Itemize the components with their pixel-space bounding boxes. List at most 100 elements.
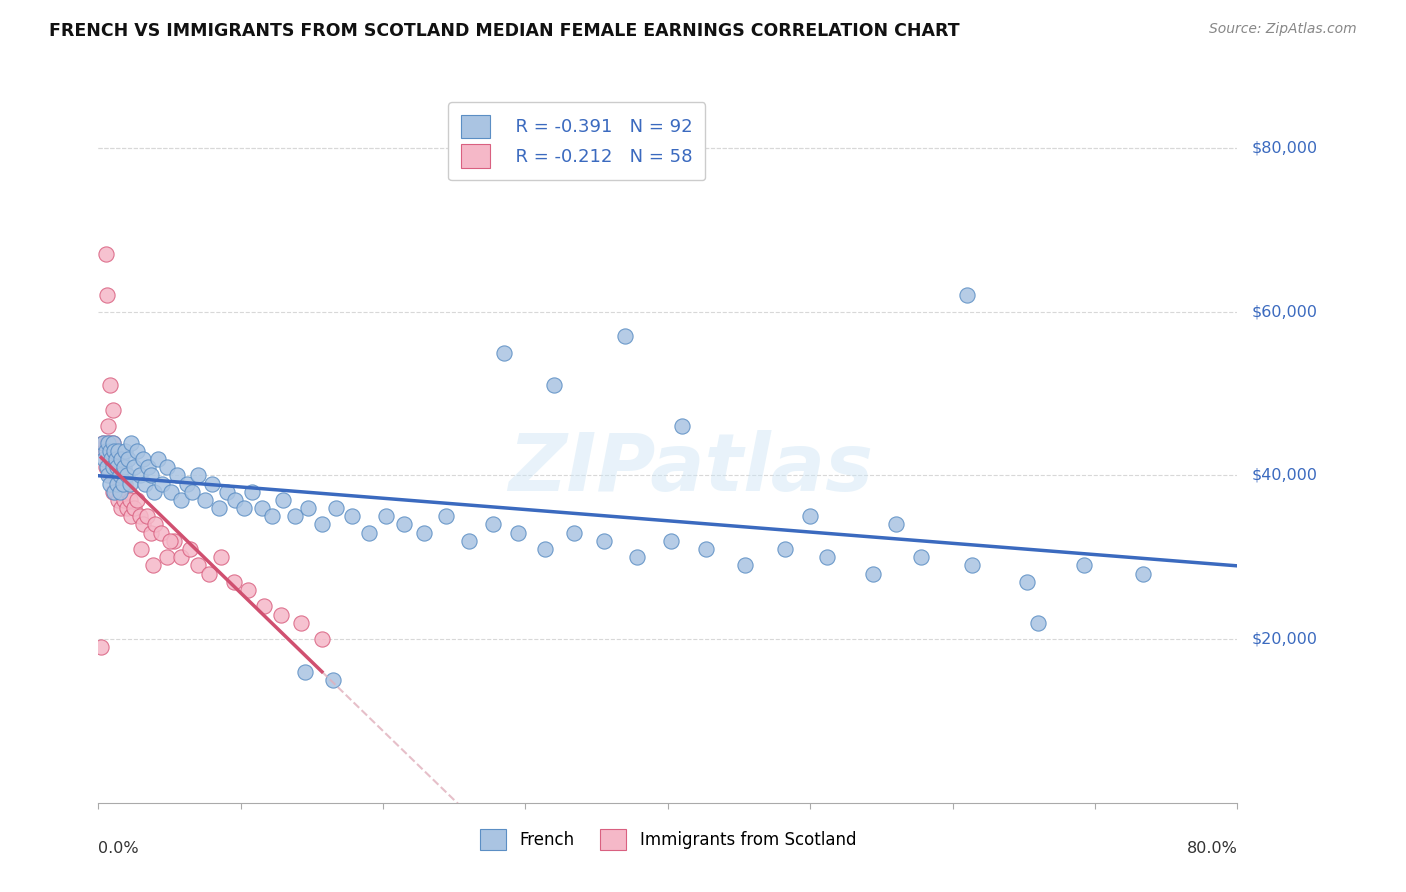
- Point: [97, 452, 120, 467]
- Text: ZIPatlas: ZIPatlas: [508, 430, 873, 508]
- Point: [96, 460, 118, 475]
- Point: [626, 550, 648, 565]
- Point: [100, 452, 122, 467]
- Point: [91, 435, 114, 450]
- Text: $60,000: $60,000: [1251, 304, 1317, 319]
- Point: [100, 452, 122, 467]
- Point: [110, 501, 132, 516]
- Point: [105, 468, 128, 483]
- Point: [956, 288, 979, 302]
- Point: [98, 476, 121, 491]
- Point: [128, 468, 150, 483]
- Point: [111, 484, 134, 499]
- Point: [93, 443, 115, 458]
- Point: [508, 525, 530, 540]
- Point: [114, 443, 136, 458]
- Text: 80.0%: 80.0%: [1187, 841, 1237, 856]
- Point: [111, 476, 134, 491]
- Point: [125, 492, 148, 507]
- Point: [375, 509, 398, 524]
- Point: [104, 484, 127, 499]
- Point: [208, 501, 231, 516]
- Point: [156, 460, 179, 475]
- Point: [93, 452, 115, 467]
- Point: [98, 443, 121, 458]
- Point: [250, 501, 273, 516]
- Point: [198, 566, 221, 581]
- Point: [107, 492, 129, 507]
- Point: [671, 419, 693, 434]
- Point: [114, 476, 136, 491]
- Point: [194, 492, 217, 507]
- Point: [104, 452, 127, 467]
- Point: [152, 476, 174, 491]
- Point: [884, 517, 907, 532]
- Point: [273, 492, 295, 507]
- Point: [224, 492, 246, 507]
- Point: [262, 509, 284, 524]
- Point: [97, 419, 120, 434]
- Point: [118, 476, 141, 491]
- Text: FRENCH VS IMMIGRANTS FROM SCOTLAND MEDIAN FEMALE EARNINGS CORRELATION CHART: FRENCH VS IMMIGRANTS FROM SCOTLAND MEDIA…: [49, 22, 960, 40]
- Point: [815, 550, 838, 565]
- Point: [135, 509, 157, 524]
- Point: [862, 566, 884, 581]
- Point: [614, 329, 637, 343]
- Point: [181, 484, 204, 499]
- Point: [340, 509, 363, 524]
- Point: [108, 460, 131, 475]
- Point: [110, 452, 132, 467]
- Point: [170, 550, 193, 565]
- Point: [543, 378, 565, 392]
- Point: [962, 558, 984, 573]
- Text: 0.0%: 0.0%: [98, 841, 139, 856]
- Point: [117, 484, 139, 499]
- Point: [120, 435, 142, 450]
- Point: [325, 501, 347, 516]
- Point: [125, 443, 148, 458]
- Point: [96, 435, 118, 450]
- Point: [187, 558, 209, 573]
- Point: [90, 640, 112, 655]
- Point: [457, 533, 479, 548]
- Point: [97, 468, 120, 483]
- Point: [534, 542, 557, 557]
- Point: [236, 582, 259, 597]
- Point: [101, 435, 124, 450]
- Point: [1026, 615, 1049, 630]
- Point: [139, 525, 162, 540]
- Point: [201, 476, 224, 491]
- Point: [98, 435, 121, 450]
- Point: [142, 484, 165, 499]
- Point: [434, 509, 457, 524]
- Point: [222, 574, 245, 589]
- Point: [94, 443, 117, 458]
- Point: [311, 517, 333, 532]
- Point: [128, 509, 150, 524]
- Point: [105, 460, 128, 475]
- Point: [120, 509, 142, 524]
- Point: [103, 443, 125, 458]
- Point: [122, 501, 145, 516]
- Text: $40,000: $40,000: [1251, 468, 1317, 483]
- Point: [297, 501, 319, 516]
- Point: [105, 476, 128, 491]
- Point: [107, 476, 129, 491]
- Point: [98, 468, 121, 483]
- Point: [322, 673, 344, 687]
- Point: [494, 345, 516, 359]
- Point: [101, 435, 124, 450]
- Point: [97, 435, 120, 450]
- Text: $20,000: $20,000: [1251, 632, 1317, 647]
- Point: [187, 468, 209, 483]
- Point: [98, 378, 121, 392]
- Point: [773, 542, 796, 557]
- Point: [148, 452, 170, 467]
- Point: [1132, 566, 1154, 581]
- Point: [270, 607, 292, 622]
- Point: [141, 558, 163, 573]
- Point: [101, 484, 124, 499]
- Point: [799, 509, 821, 524]
- Point: [659, 533, 682, 548]
- Point: [910, 550, 932, 565]
